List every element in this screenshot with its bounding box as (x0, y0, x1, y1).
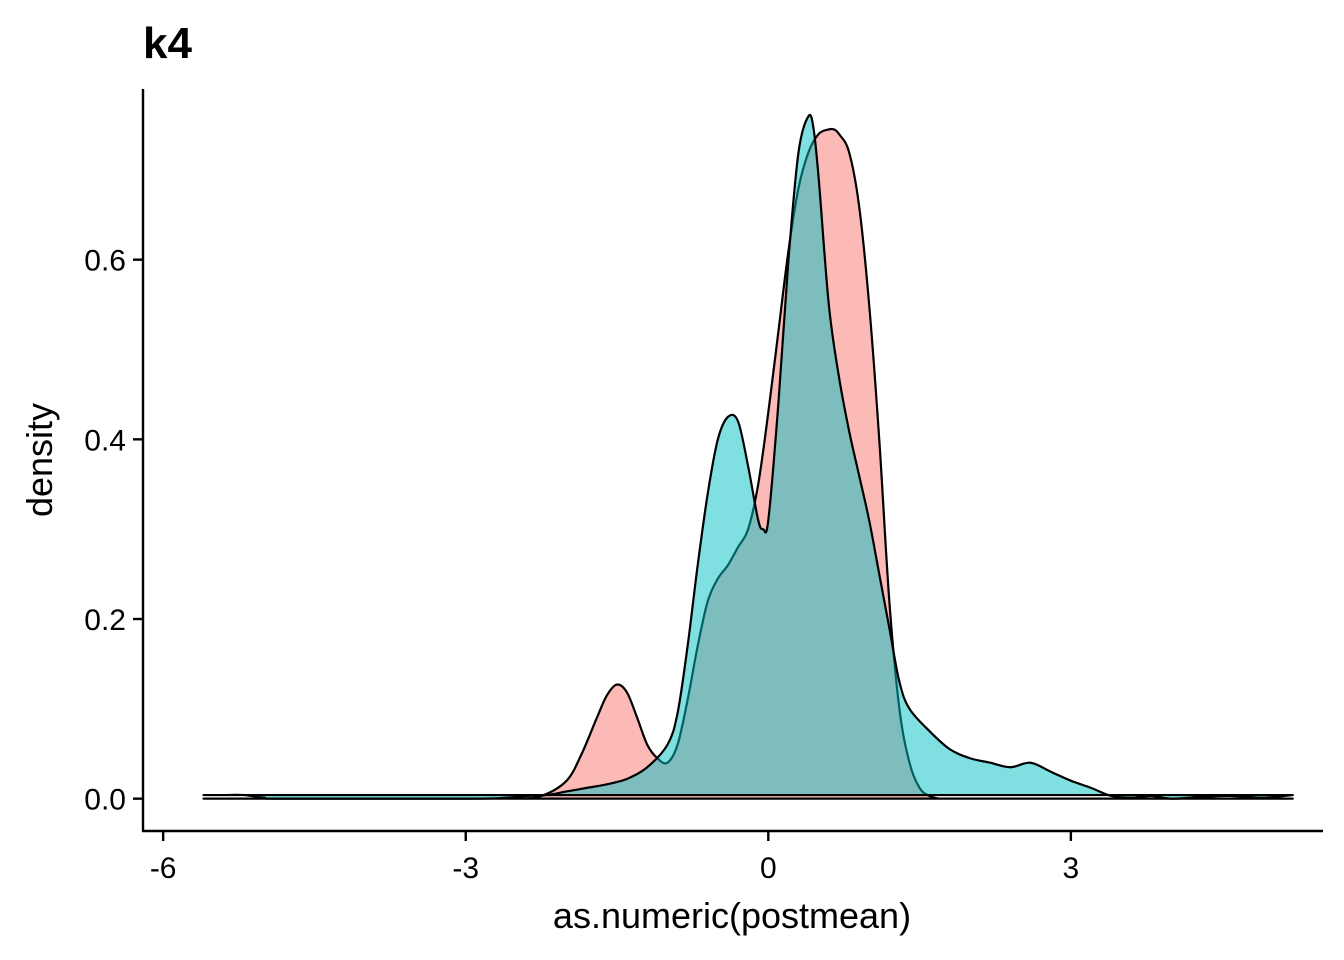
x-tick-label: 3 (1063, 852, 1080, 885)
y-tick-label: 0.6 (84, 245, 126, 278)
x-tick-label: 0 (760, 852, 777, 885)
x-tick-label: -6 (150, 852, 177, 885)
y-tick-label: 0.4 (84, 424, 126, 457)
x-tick-label: -3 (452, 852, 479, 885)
y-axis-ticks: 0.0 0.2 0.4 0.6 (84, 245, 143, 817)
y-tick-label: 0.0 (84, 784, 126, 817)
x-axis-ticks: -6 -3 0 3 (150, 831, 1079, 885)
series-layer (202, 113, 1294, 800)
x-axis-label: as.numeric(postmean) (553, 895, 911, 936)
y-axis-label: density (19, 403, 60, 517)
chart-title: k4 (143, 19, 192, 68)
density-area-series-2 (202, 113, 1294, 800)
y-tick-label: 0.2 (84, 604, 126, 637)
